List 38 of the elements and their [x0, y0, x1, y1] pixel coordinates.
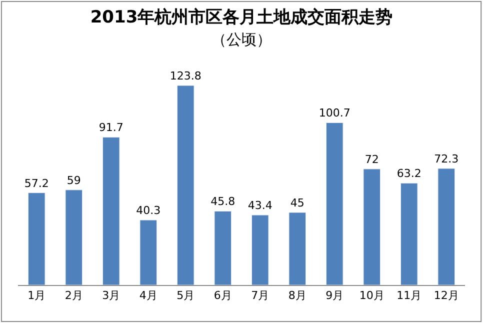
bar — [140, 220, 158, 285]
data-label: 91.7 — [98, 121, 124, 134]
x-tick-label: 11月 — [396, 289, 422, 302]
x-tick-label: 2月 — [64, 289, 83, 302]
bar — [102, 136, 120, 285]
x-tick-label: 6月 — [214, 289, 232, 302]
data-label: 45 — [290, 196, 304, 210]
data-label: 57.2 — [24, 176, 49, 190]
data-label: 72 — [364, 152, 379, 166]
x-tick-label: 5月 — [176, 289, 195, 302]
bar — [28, 192, 46, 285]
bar — [326, 122, 344, 285]
data-label: 100.7 — [318, 106, 350, 120]
bar — [214, 210, 232, 285]
data-label: 123.8 — [170, 70, 202, 82]
bar — [176, 85, 194, 285]
bar — [251, 214, 269, 285]
data-label: 59 — [66, 174, 81, 187]
x-tick-label: 7月 — [251, 289, 270, 302]
data-label: 72.3 — [434, 152, 459, 166]
x-tick-label: 8月 — [288, 289, 306, 302]
x-tick-label: 3月 — [102, 289, 120, 302]
data-label: 63.2 — [396, 167, 422, 180]
x-tick-label: 12月 — [434, 289, 459, 302]
x-tick-label: 1月 — [28, 289, 46, 302]
bar — [400, 182, 418, 285]
data-label: 40.3 — [136, 204, 161, 218]
bar — [438, 168, 456, 285]
x-tick-label: 9月 — [326, 289, 344, 302]
chart-title: 2013年杭州市区各月土地成交面积走势 — [90, 8, 393, 28]
data-label: 45.8 — [210, 195, 236, 208]
x-tick-label: 4月 — [139, 289, 158, 302]
bar — [65, 190, 83, 285]
chart-subtitle: （公顷） — [212, 30, 272, 49]
data-label: 43.4 — [248, 199, 272, 212]
x-tick-label: 10月 — [359, 289, 384, 302]
bar — [288, 212, 306, 285]
bar — [363, 168, 381, 285]
